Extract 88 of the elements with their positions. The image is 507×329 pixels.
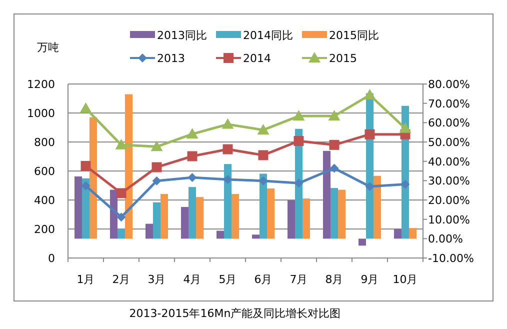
bar bbox=[160, 194, 168, 239]
point bbox=[187, 151, 198, 162]
bar bbox=[196, 197, 204, 239]
point bbox=[329, 140, 340, 150]
x-tick-label: 10月 bbox=[392, 273, 418, 286]
y2-tick-label: 20.00% bbox=[428, 194, 470, 207]
bar bbox=[90, 117, 97, 239]
point bbox=[294, 178, 304, 188]
bar bbox=[330, 188, 338, 239]
y2-tick-label: 50.00% bbox=[428, 136, 470, 149]
text: 2013-2015年16Mn产能及同比增长对比图 bbox=[129, 307, 341, 320]
point bbox=[222, 118, 234, 129]
point bbox=[364, 89, 376, 100]
point bbox=[257, 124, 270, 134]
bar bbox=[181, 206, 188, 239]
y-tick-label: 0 bbox=[48, 252, 55, 265]
point bbox=[186, 128, 198, 139]
bar bbox=[224, 164, 232, 239]
bar bbox=[82, 178, 90, 239]
bar bbox=[118, 228, 125, 239]
point bbox=[188, 173, 197, 182]
point bbox=[330, 164, 339, 173]
point bbox=[152, 162, 162, 172]
point bbox=[364, 129, 375, 140]
legend-label: 2013 bbox=[157, 52, 185, 65]
legend-label: 2015同比 bbox=[329, 29, 379, 42]
y-tick-label: 200 bbox=[34, 223, 55, 236]
legend-label: 2014 bbox=[243, 52, 271, 65]
x-tick-label: 1月 bbox=[76, 273, 95, 286]
y-tick-label: 600 bbox=[34, 165, 55, 178]
x-tick-label: 9月 bbox=[360, 273, 379, 286]
bar bbox=[374, 176, 381, 239]
bar bbox=[153, 202, 160, 239]
point bbox=[222, 144, 233, 154]
bar bbox=[267, 188, 274, 239]
y2-tick-label: 10.00% bbox=[428, 213, 470, 226]
point bbox=[116, 212, 126, 222]
x-tick-label: 7月 bbox=[290, 273, 308, 286]
y2-tick-label: 0.00% bbox=[428, 232, 463, 246]
y-tick-label: 1000 bbox=[27, 107, 55, 120]
point bbox=[328, 110, 340, 121]
point bbox=[115, 138, 128, 150]
y2-tick-label: 30.00% bbox=[428, 174, 470, 188]
bar bbox=[146, 224, 153, 239]
bar bbox=[260, 174, 267, 239]
point bbox=[399, 122, 412, 133]
y-axis-title: 万吨 bbox=[37, 41, 59, 54]
y2-tick-label: 70.00% bbox=[428, 97, 470, 110]
y-tick-label: 800 bbox=[34, 136, 55, 149]
bar bbox=[288, 200, 295, 239]
x-tick-label: 3月 bbox=[148, 273, 166, 286]
legend-label: 2015 bbox=[329, 52, 357, 65]
bar bbox=[394, 229, 402, 239]
legend-label: 2013同比 bbox=[157, 29, 207, 42]
bar bbox=[74, 176, 82, 239]
point bbox=[292, 110, 305, 121]
y2-tick-label: 60.00% bbox=[428, 116, 470, 130]
point bbox=[150, 140, 163, 152]
bar bbox=[216, 230, 224, 239]
bar bbox=[338, 190, 346, 239]
legend-label: 2014同比 bbox=[243, 29, 293, 42]
y-tick-label: 400 bbox=[34, 194, 55, 207]
x-tick-label: 4月 bbox=[183, 273, 202, 286]
point bbox=[400, 180, 410, 189]
point bbox=[152, 176, 162, 186]
y2-tick-label: 80.00% bbox=[428, 78, 470, 91]
y-tick-label: 1200 bbox=[27, 78, 55, 91]
bar bbox=[110, 190, 118, 239]
y2-tick-label: 40.00% bbox=[428, 155, 470, 168]
bar bbox=[358, 238, 366, 246]
bar bbox=[323, 150, 330, 239]
x-tick-label: 2月 bbox=[112, 273, 130, 286]
point bbox=[80, 102, 92, 113]
bar bbox=[302, 198, 310, 239]
bar bbox=[188, 187, 196, 239]
point bbox=[80, 160, 91, 171]
x-tick-label: 8月 bbox=[325, 273, 344, 286]
bar bbox=[232, 194, 239, 239]
point bbox=[258, 150, 268, 160]
point bbox=[116, 188, 126, 198]
bar bbox=[252, 234, 260, 239]
point bbox=[294, 136, 304, 146]
x-tick-label: 6月 bbox=[254, 273, 272, 286]
x-tick-label: 5月 bbox=[218, 273, 237, 286]
y2-tick-label: -10.00% bbox=[428, 252, 474, 265]
bar bbox=[125, 94, 132, 239]
point bbox=[81, 181, 90, 190]
bar bbox=[409, 228, 416, 239]
